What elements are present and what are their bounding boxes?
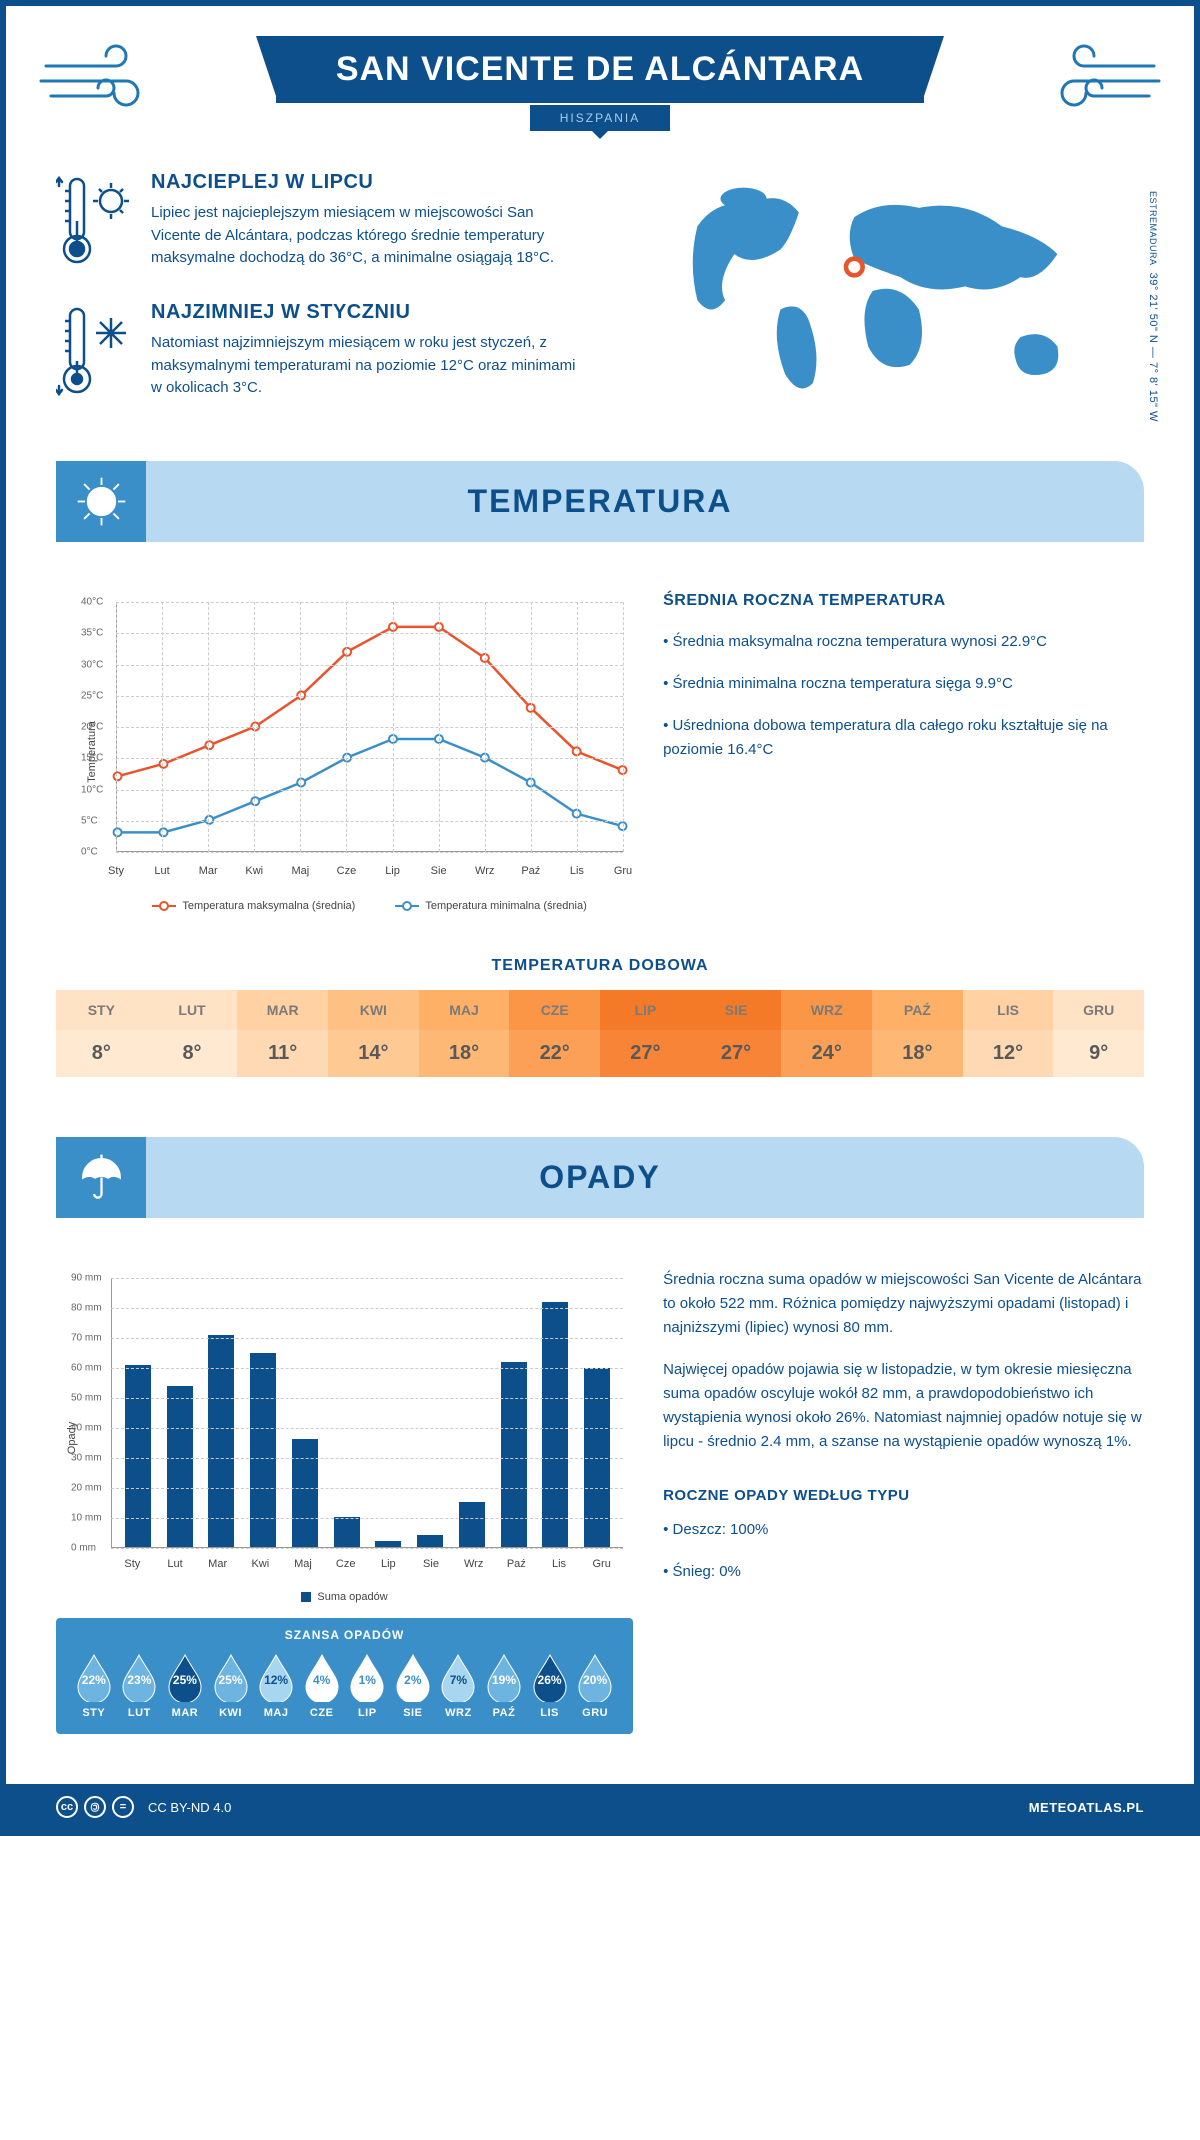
daily-month: WRZ — [781, 990, 872, 1030]
daily-month: LIP — [600, 990, 691, 1030]
chance-drop: 22%STY — [74, 1652, 114, 1719]
map-block: ESTREMADURA 39° 21' 50" N — 7° 8' 15" W — [620, 171, 1144, 431]
sun-icon — [56, 461, 146, 542]
type-bullet: • Śnieg: 0% — [663, 1560, 1144, 1584]
daily-value: 8° — [147, 1030, 238, 1077]
page-title: SAN VICENTE DE ALCÁNTARA — [276, 36, 924, 103]
chance-drop: 23%LUT — [119, 1652, 159, 1719]
intro-row: NAJCIEPLEJ W LIPCU Lipiec jest najcieple… — [6, 151, 1194, 461]
precip-bar — [417, 1535, 443, 1547]
chance-drop: 20%GRU — [575, 1652, 615, 1719]
daily-month: CZE — [509, 990, 600, 1030]
license-block: cc 🄯 = CC BY-ND 4.0 — [56, 1796, 231, 1818]
chance-drop: 2%SIE — [393, 1652, 433, 1719]
coldest-title: NAJZIMNIEJ W STYCZNIU — [151, 301, 580, 324]
chance-drop: 1%LIP — [347, 1652, 387, 1719]
chance-drop: 4%CZE — [302, 1652, 342, 1719]
daily-value: 9° — [1053, 1030, 1144, 1077]
daily-month: PAŹ — [872, 990, 963, 1030]
coords-label: 39° 21' 50" N — 7° 8' 15" W — [1147, 273, 1159, 422]
daily-value: 24° — [781, 1030, 872, 1077]
license-label: CC BY-ND 4.0 — [148, 1800, 231, 1815]
nd-icon: = — [112, 1796, 134, 1818]
coldest-text: Natomiast najzimniejszym miesiącem w rok… — [151, 332, 580, 400]
chance-drop: 25%KWI — [211, 1652, 251, 1719]
temp-bullet: • Uśredniona dobowa temperatura dla całe… — [663, 714, 1144, 762]
type-bullet: • Deszcz: 100% — [663, 1518, 1144, 1542]
site-label: METEOATLAS.PL — [1029, 1800, 1144, 1815]
wind-icon-left — [36, 36, 176, 116]
chance-drop: 19%PAŹ — [484, 1652, 524, 1719]
precip-bar — [292, 1439, 318, 1547]
daily-value: 18° — [872, 1030, 963, 1077]
header: SAN VICENTE DE ALCÁNTARA HISZPANIA — [6, 6, 1194, 151]
hottest-title: NAJCIEPLEJ W LIPCU — [151, 171, 580, 194]
daily-month: LUT — [147, 990, 238, 1030]
precip-bar — [459, 1502, 485, 1547]
daily-value: 22° — [509, 1030, 600, 1077]
daily-value: 18° — [419, 1030, 510, 1077]
daily-month: GRU — [1053, 990, 1144, 1030]
precip-bar — [501, 1362, 527, 1547]
thermometer-sun-icon — [56, 171, 136, 276]
umbrella-icon — [56, 1137, 146, 1218]
chance-drop: 7%WRZ — [438, 1652, 478, 1719]
temperature-info: ŚREDNIA ROCZNA TEMPERATURA • Średnia mak… — [663, 592, 1144, 912]
chance-drop: 26%LIS — [530, 1652, 570, 1719]
daily-value: 14° — [328, 1030, 419, 1077]
precip-bar — [125, 1365, 151, 1547]
region-label: ESTREMADURA — [1148, 191, 1158, 266]
daily-temperature-table: TEMPERATURA DOBOWA STYLUTMARKWIMAJCZELIP… — [56, 957, 1144, 1077]
precip-heading: OPADY — [56, 1137, 1144, 1218]
footer: cc 🄯 = CC BY-ND 4.0 METEOATLAS.PL — [6, 1784, 1194, 1830]
daily-month: STY — [56, 990, 147, 1030]
chance-drop: 25%MAR — [165, 1652, 205, 1719]
daily-month: LIS — [963, 990, 1054, 1030]
wind-icon-right — [1024, 36, 1164, 116]
page-frame: SAN VICENTE DE ALCÁNTARA HISZPANIA NAJCI… — [0, 0, 1200, 1836]
daily-value: 27° — [691, 1030, 782, 1077]
temperature-heading: TEMPERATURA — [56, 461, 1144, 542]
daily-month: SIE — [691, 990, 782, 1030]
page-subtitle: HISZPANIA — [530, 105, 670, 131]
coldest-block: NAJZIMNIEJ W STYCZNIU Natomiast najzimni… — [56, 301, 580, 406]
precip-bar — [208, 1335, 234, 1547]
temperature-line-chart: Temperatura Temperatura maksymalna (śred… — [56, 592, 633, 912]
precip-bar — [334, 1517, 360, 1547]
chance-drop: 12%MAJ — [256, 1652, 296, 1719]
hottest-block: NAJCIEPLEJ W LIPCU Lipiec jest najcieple… — [56, 171, 580, 276]
daily-value: 8° — [56, 1030, 147, 1077]
thermometer-snow-icon — [56, 301, 136, 406]
precip-bar — [375, 1541, 401, 1547]
daily-value: 12° — [963, 1030, 1054, 1077]
precip-bar-chart: Opady Suma opadów 0 mm10 mm20 mm30 mm40 … — [56, 1268, 633, 1734]
world-map — [620, 171, 1144, 411]
precip-info: Średnia roczna suma opadów w miejscowośc… — [663, 1268, 1144, 1734]
precip-chance-box: SZANSA OPADÓW 22%STY23%LUT25%MAR25%KWI12… — [56, 1618, 633, 1734]
temp-bullet: • Średnia minimalna roczna temperatura s… — [663, 672, 1144, 696]
hottest-text: Lipiec jest najcieplejszym miesiącem w m… — [151, 202, 580, 270]
precip-bar — [167, 1386, 193, 1547]
daily-month: MAR — [237, 990, 328, 1030]
daily-value: 27° — [600, 1030, 691, 1077]
daily-month: KWI — [328, 990, 419, 1030]
daily-month: MAJ — [419, 990, 510, 1030]
daily-value: 11° — [237, 1030, 328, 1077]
cc-icon: cc — [56, 1796, 78, 1818]
by-icon: 🄯 — [84, 1796, 106, 1818]
temp-bullet: • Średnia maksymalna roczna temperatura … — [663, 630, 1144, 654]
